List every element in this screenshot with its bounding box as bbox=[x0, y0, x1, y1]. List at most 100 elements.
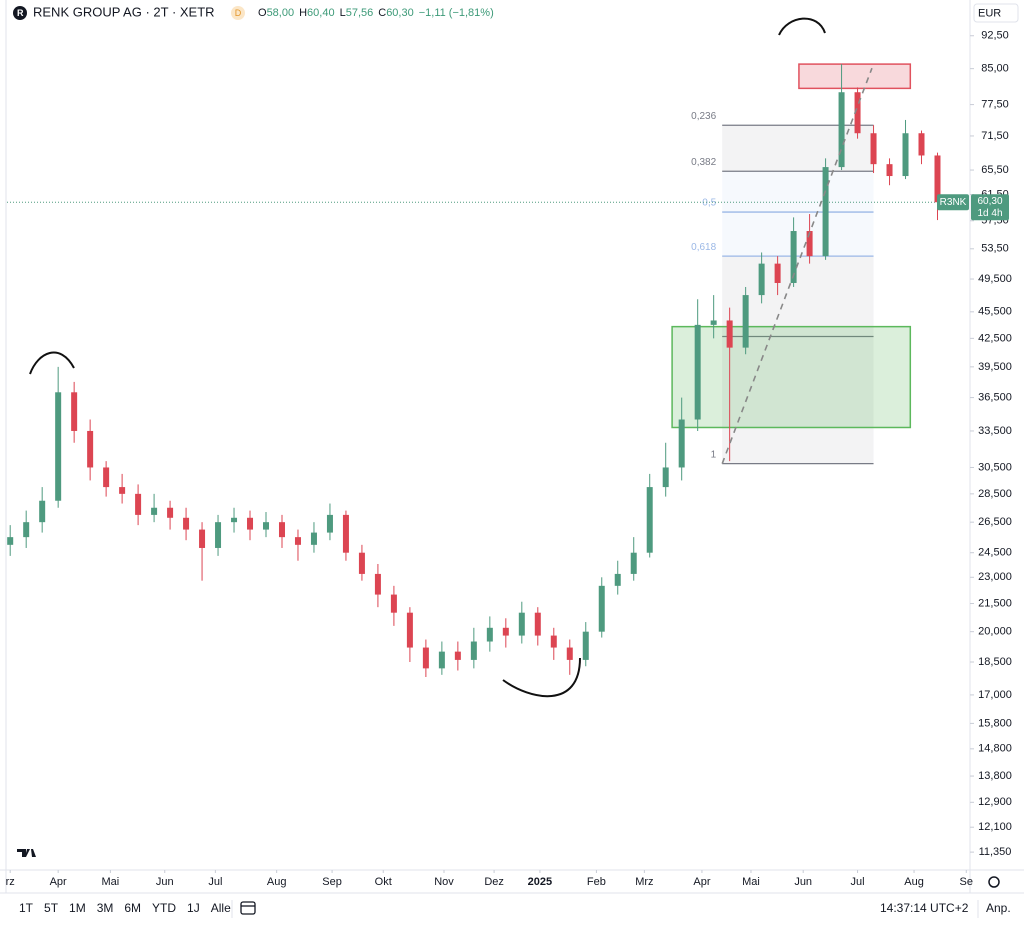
y-tick-label: 18,500 bbox=[978, 656, 1012, 668]
candle-body bbox=[278, 522, 285, 538]
candle-body bbox=[199, 529, 206, 548]
clock: 14:37:14 UTC+2 bbox=[880, 901, 969, 915]
fib-band bbox=[722, 336, 874, 464]
fib-label: 1 bbox=[711, 449, 717, 460]
candle-body bbox=[470, 641, 477, 660]
candle-body bbox=[838, 92, 845, 168]
y-tick-label: 20,000 bbox=[978, 626, 1012, 638]
candle-body bbox=[534, 612, 541, 636]
range-button[interactable]: 3M bbox=[97, 901, 114, 915]
x-tick-label: Mai bbox=[742, 876, 760, 888]
ohlc-key: C bbox=[378, 7, 386, 19]
candle-body bbox=[151, 507, 158, 515]
candle-body bbox=[598, 585, 605, 632]
candle-body bbox=[726, 320, 733, 348]
y-tick-label: 28,500 bbox=[978, 488, 1012, 500]
fib-label: 0,5 bbox=[702, 198, 716, 209]
y-tick-label: 17,000 bbox=[978, 689, 1012, 701]
x-tick-label: Sep bbox=[322, 876, 342, 888]
ohlc-key: H bbox=[299, 7, 307, 19]
candle-body bbox=[103, 467, 110, 488]
x-tick-label: Apr bbox=[50, 876, 67, 888]
ohlc-value: 60,30 bbox=[386, 7, 414, 19]
x-tick-label: Mai bbox=[102, 876, 120, 888]
y-tick-label: 12,100 bbox=[978, 821, 1012, 833]
countdown-label: 1d 4h bbox=[977, 208, 1002, 219]
candle-body bbox=[39, 500, 46, 523]
zone-box bbox=[671, 325, 912, 429]
range-button[interactable]: 5T bbox=[44, 901, 59, 915]
tradingview-logo[interactable] bbox=[17, 849, 36, 857]
range-button[interactable]: 1J bbox=[187, 901, 200, 915]
candle-body bbox=[263, 522, 270, 530]
zone-box bbox=[798, 63, 912, 90]
calendar-icon[interactable] bbox=[240, 901, 256, 915]
y-tick-label: 39,500 bbox=[978, 361, 1012, 373]
candle-body bbox=[918, 133, 925, 156]
currency-button[interactable] bbox=[973, 3, 1019, 23]
x-tick-label: Aug bbox=[904, 876, 924, 888]
candle-body bbox=[358, 552, 365, 574]
y-tick-label: 21,500 bbox=[978, 597, 1012, 609]
range-button[interactable]: 1T bbox=[19, 901, 34, 915]
symbol-logo-letter: R bbox=[17, 8, 24, 18]
range-button[interactable]: YTD bbox=[152, 901, 176, 915]
x-tick-label: Jun bbox=[156, 876, 174, 888]
x-tick-label: Feb bbox=[587, 876, 606, 888]
y-tick-label: 92,50 bbox=[981, 30, 1009, 42]
candle-body bbox=[422, 647, 429, 669]
candle-body bbox=[87, 430, 94, 468]
candle-body bbox=[774, 263, 781, 283]
candle-body bbox=[374, 573, 381, 595]
y-tick-label: 42,500 bbox=[978, 332, 1012, 344]
fib-label: 0,618 bbox=[691, 242, 716, 253]
x-tick-label: Aug bbox=[267, 876, 287, 888]
x-tick-label: Se bbox=[960, 876, 973, 888]
candle-body bbox=[183, 517, 190, 530]
candle-body bbox=[614, 573, 621, 586]
ohlc-value: 57,56 bbox=[346, 7, 374, 19]
candle-body bbox=[790, 231, 797, 283]
fib-label: 0,382 bbox=[691, 157, 716, 168]
ohlc-value: 58,00 bbox=[267, 7, 295, 19]
settings-icon[interactable] bbox=[988, 876, 1000, 888]
fib-label: 0,236 bbox=[691, 111, 716, 122]
ohlc-key: L bbox=[340, 7, 346, 19]
candle-body bbox=[758, 263, 765, 296]
candle-body bbox=[742, 295, 749, 348]
candle-body bbox=[55, 392, 62, 501]
candle-body bbox=[630, 552, 637, 574]
candle-body bbox=[119, 487, 126, 494]
symbol-title[interactable]: RENK GROUP AG · 2T · XETR bbox=[33, 4, 215, 19]
price-tag bbox=[971, 194, 1009, 221]
currency-label: EUR bbox=[978, 7, 1001, 19]
symbol-tag bbox=[937, 194, 969, 211]
candle-body bbox=[662, 467, 669, 488]
y-tick-label: 36,500 bbox=[978, 391, 1012, 403]
candle-body bbox=[678, 419, 685, 468]
candle-body bbox=[71, 392, 78, 431]
candle-body bbox=[550, 635, 557, 648]
candle-body bbox=[7, 537, 14, 545]
candle-body bbox=[215, 522, 222, 548]
range-button[interactable]: 6M bbox=[124, 901, 141, 915]
candle-body bbox=[342, 514, 349, 553]
candle-body bbox=[326, 514, 333, 533]
x-tick-label: rz bbox=[6, 876, 15, 888]
y-tick-label: 26,500 bbox=[978, 516, 1012, 528]
fib-band bbox=[722, 212, 874, 257]
candle-body bbox=[23, 522, 30, 538]
y-tick-label: 13,800 bbox=[978, 770, 1012, 782]
badge bbox=[231, 6, 245, 20]
range-button[interactable]: 1M bbox=[69, 901, 86, 915]
x-tick-label: Jul bbox=[208, 876, 222, 888]
price-tag-label: 60,30 bbox=[977, 196, 1002, 207]
range-button[interactable]: Alle bbox=[211, 901, 231, 915]
candle-body bbox=[502, 627, 509, 636]
y-tick-label: 11,350 bbox=[979, 846, 1012, 858]
adjust-button[interactable]: Anp. bbox=[986, 901, 1011, 915]
x-tick-label: Nov bbox=[434, 876, 454, 888]
candle-body bbox=[518, 612, 525, 636]
badge-label: D bbox=[235, 8, 242, 18]
